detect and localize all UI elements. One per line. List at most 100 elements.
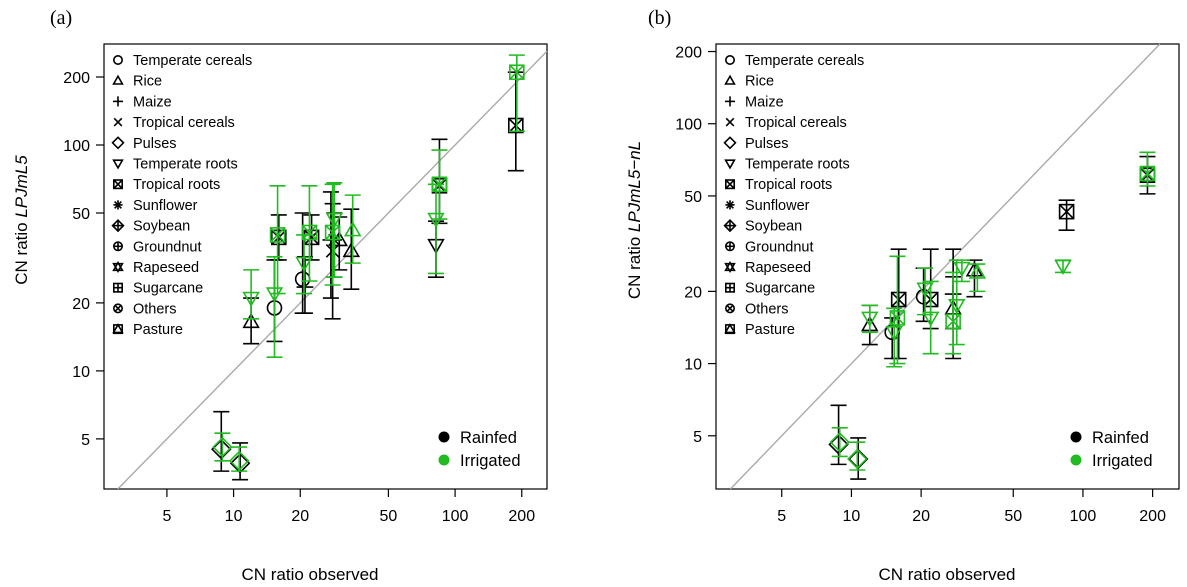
legend-label: Rainfed [1092, 429, 1149, 447]
legend-symbol [724, 241, 735, 252]
crop-legend: Temperate cereals Rice Maize Tropical cerea… [723, 53, 864, 338]
error-bar [890, 248, 907, 360]
legend-symbol [113, 200, 123, 210]
data-point [890, 291, 907, 308]
data-point [1054, 259, 1072, 276]
legend-label: Rice [745, 74, 774, 90]
data-point [948, 298, 966, 315]
error-bar [1054, 259, 1071, 274]
data-point [269, 227, 286, 243]
x-tick-label: 50 [380, 508, 398, 525]
data-point [953, 261, 971, 278]
legend-symbol-tri [724, 159, 736, 170]
legend-label: Soybean [133, 219, 190, 235]
legend-label: Tropical cereals [745, 115, 847, 131]
x-tick-label: 5 [162, 508, 171, 525]
y-tick-label: 20 [72, 296, 90, 313]
data-point [508, 117, 524, 134]
legend-symbol [112, 74, 124, 85]
y-tick-label: 100 [63, 138, 90, 155]
data-point-tri [968, 263, 987, 279]
legend-dot [1070, 431, 1082, 443]
y-axis-label-a-model: LPJmL5 [12, 155, 31, 218]
irrigation-legend: Rainfed Irrigated [1070, 429, 1153, 470]
data-point-square [890, 291, 907, 308]
x-tick-label: 20 [912, 508, 930, 525]
legend-dot [438, 431, 450, 443]
data-point [427, 212, 445, 229]
legend-symbol-tri [112, 74, 124, 85]
irrigation-legend: Rainfed Irrigated [438, 429, 521, 470]
legend-label: Rapeseed [133, 260, 199, 276]
data-point-square [301, 224, 318, 241]
one-to-one-line [729, 43, 1161, 490]
data-point-stroke [509, 64, 525, 80]
data-point-square [945, 313, 961, 330]
data-point [509, 64, 525, 81]
data-point [343, 221, 362, 237]
data-point-square [1139, 165, 1156, 182]
data-point-square [270, 229, 287, 246]
data-point-square [508, 117, 524, 134]
plot-frame [715, 43, 1180, 490]
data-point [847, 448, 868, 470]
error-bar [269, 184, 286, 295]
legend-symbol-tri [112, 262, 124, 274]
y-tick-label: 20 [684, 284, 702, 301]
legend-label: Maize [745, 94, 784, 110]
data-point-stroke [301, 224, 317, 241]
data-point-square [509, 64, 525, 81]
legend-label: Temperate cereals [133, 53, 252, 69]
legend-label: Tropical roots [133, 177, 220, 193]
legend-symbol [724, 323, 736, 335]
legend-symbol-tri [724, 74, 736, 85]
data-point [921, 311, 940, 327]
error-bar [953, 259, 970, 283]
data-point-tri [295, 256, 313, 273]
data-point [325, 212, 344, 229]
legend-label: Others [133, 301, 177, 317]
data-point-tri [265, 287, 284, 303]
error-bar [266, 255, 283, 358]
legend-symbol [112, 323, 124, 335]
legend-symbol [724, 303, 735, 314]
data-point [301, 224, 318, 241]
legend-label: Pulses [745, 136, 789, 152]
y-tick-label: 5 [693, 429, 702, 446]
legend-symbol-circle [724, 303, 735, 314]
legend-symbol-stroke [114, 200, 122, 209]
data-point [829, 432, 850, 453]
y-tick-label: 50 [72, 206, 90, 223]
panel-label-b: (b) [648, 7, 671, 29]
legend-symbol [724, 54, 735, 65]
legend-symbol [724, 74, 736, 85]
legend-label: Tropical cereals [133, 115, 235, 131]
legend-label: Temperate cereals [745, 53, 864, 69]
data-point [295, 256, 313, 273]
data-point [968, 263, 987, 279]
data-point-tri [342, 241, 361, 258]
legend-symbol-tri [112, 159, 124, 170]
panel-b: (b) CN ratio observed CN ratio LPJmL5−nL… [625, 7, 1180, 584]
x-tick-label: 100 [442, 508, 469, 525]
legend-symbol-tri [724, 262, 736, 274]
legend-symbol [113, 117, 123, 127]
x-tick-label: 50 [1004, 508, 1022, 525]
y-axis-label-b-prefix: CN ratio [625, 232, 644, 299]
y-tick-label: 50 [684, 189, 702, 206]
legend-symbol-stroke [114, 304, 122, 312]
data-point [228, 450, 250, 472]
legend-label: Tropical roots [745, 177, 832, 193]
legend-symbol [113, 282, 124, 293]
error-bar [326, 182, 343, 278]
legend-label: Pasture [133, 322, 183, 338]
legend-dot [1070, 454, 1082, 466]
y-tick-label: 200 [63, 70, 90, 87]
series-rainfed [211, 71, 524, 481]
legend-symbol [724, 179, 735, 190]
legend-label: Rainfed [460, 429, 517, 447]
legend-symbol [113, 54, 124, 65]
error-bar [343, 208, 360, 290]
data-point [1058, 203, 1075, 220]
error-bar [850, 437, 867, 480]
